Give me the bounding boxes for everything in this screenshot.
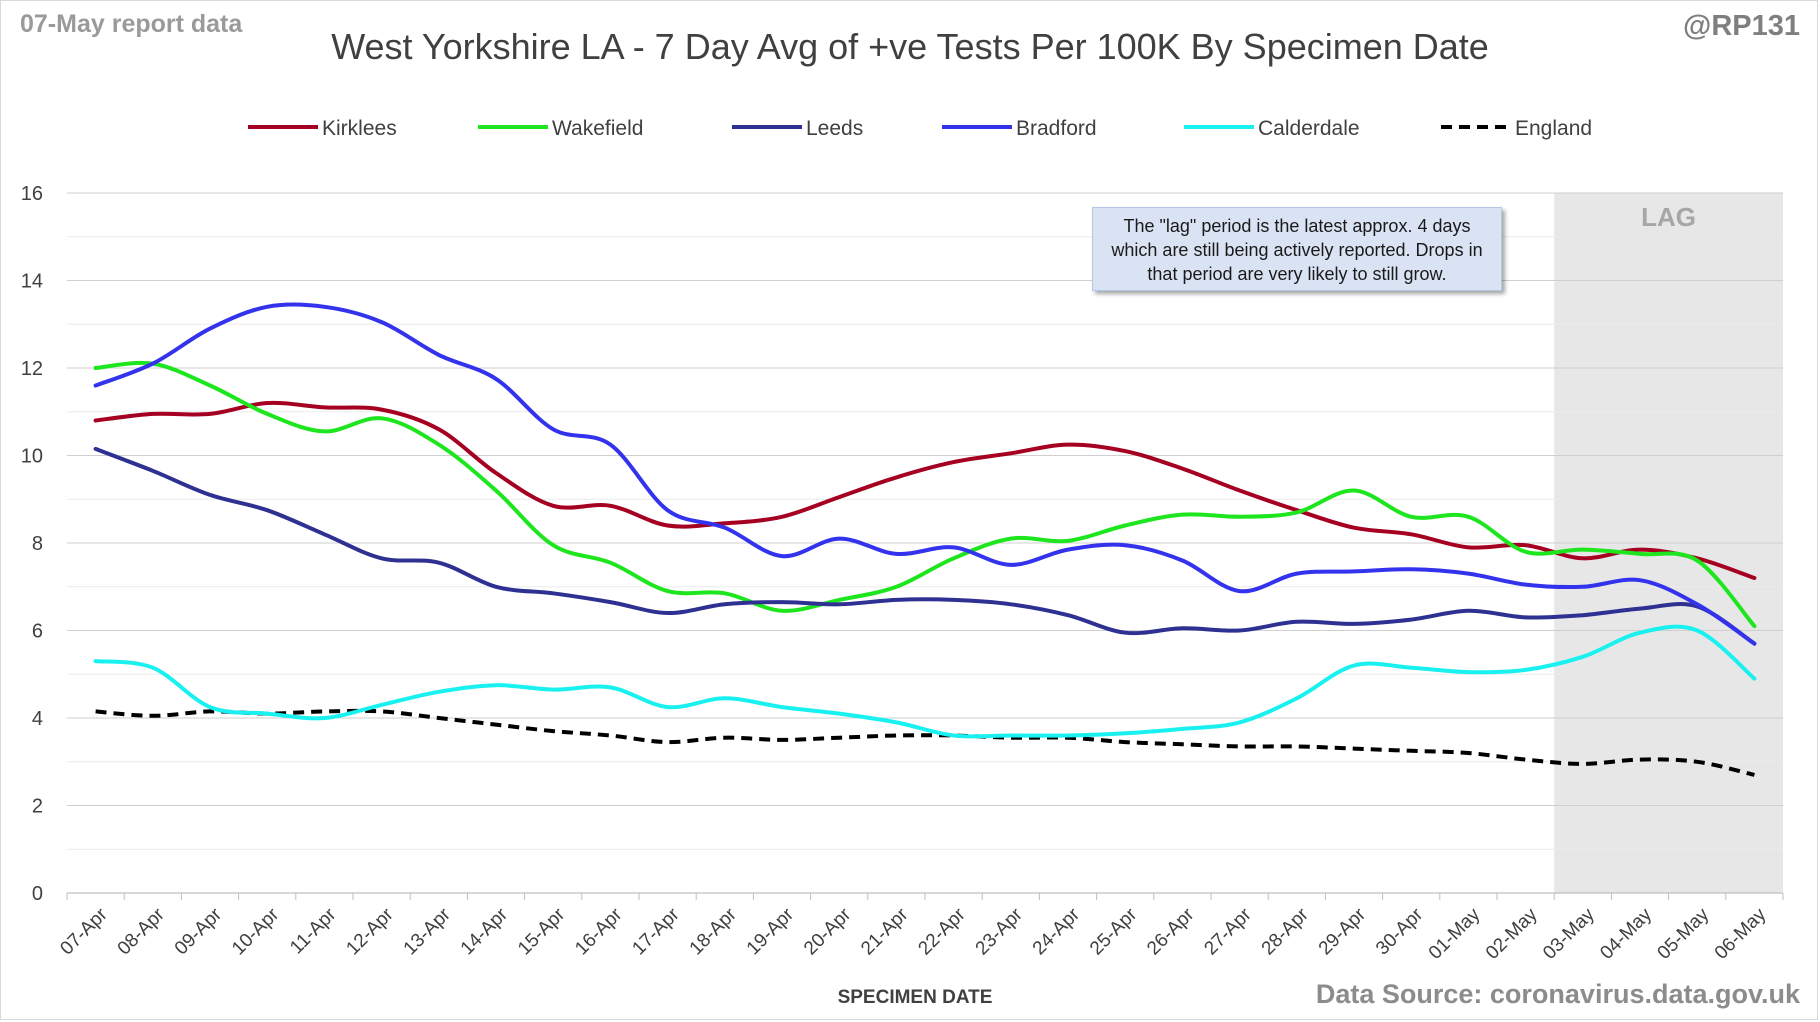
x-tick-label: 22-Apr xyxy=(914,904,970,960)
x-tick-label: 14-Apr xyxy=(457,904,513,960)
y-tick-label: 8 xyxy=(32,533,43,555)
x-tick-label: 09-Apr xyxy=(171,904,227,960)
y-tick-label: 14 xyxy=(21,271,43,293)
x-tick-label: 27-Apr xyxy=(1200,904,1256,960)
x-tick-label: 08-Apr xyxy=(114,904,170,960)
y-tick-label: 16 xyxy=(21,183,43,205)
x-tick-label: 18-Apr xyxy=(686,904,742,960)
x-tick-label: 30-Apr xyxy=(1372,904,1428,960)
x-tick-label: 07-Apr xyxy=(56,904,112,960)
x-tick-label: 23-Apr xyxy=(972,904,1028,960)
legend-label-wakefield: Wakefield xyxy=(552,117,643,140)
author-handle: @RP131 xyxy=(1683,10,1800,42)
series-line-calderdale xyxy=(93,624,1757,739)
series-line-england xyxy=(95,708,1755,777)
series-line-kirklees xyxy=(93,400,1757,580)
lag-label: LAG xyxy=(1641,202,1696,232)
x-tick-label: 17-Apr xyxy=(628,904,684,960)
y-tick-label: 6 xyxy=(32,621,43,643)
x-tick-label: 28-Apr xyxy=(1258,904,1314,960)
x-tick-label: 16-Apr xyxy=(571,904,627,960)
x-tick-label: 06-May xyxy=(1711,904,1771,964)
y-tick-label: 4 xyxy=(32,708,43,730)
x-tick-label: 24-Apr xyxy=(1029,904,1085,960)
x-tick-label: 20-Apr xyxy=(800,904,856,960)
legend-label-calderdale: Calderdale xyxy=(1258,117,1360,140)
legend-label-leeds: Leeds xyxy=(806,117,863,140)
report-date-label: 07-May report data xyxy=(20,10,243,38)
x-tick-label: 03-May xyxy=(1539,904,1599,964)
x-tick-label: 05-May xyxy=(1654,904,1714,964)
x-tick-label: 04-May xyxy=(1596,904,1656,964)
x-tick-label: 01-May xyxy=(1425,904,1485,964)
data-source-label: Data Source: coronavirus.data.gov.uk xyxy=(1315,979,1800,1009)
y-tick-label: 2 xyxy=(32,796,43,818)
series-line-wakefield xyxy=(93,360,1757,629)
chart-title: West Yorkshire LA - 7 Day Avg of +ve Tes… xyxy=(331,26,1489,67)
x-tick-label: 10-Apr xyxy=(228,904,284,960)
x-tick-label: 12-Apr xyxy=(342,904,398,960)
x-tick-label: 25-Apr xyxy=(1086,904,1142,960)
x-tick-label: 29-Apr xyxy=(1315,904,1371,960)
x-tick-label: 02-May xyxy=(1482,904,1542,964)
x-tick-label: 21-Apr xyxy=(857,904,913,960)
series-line-leeds xyxy=(93,446,1757,646)
y-tick-label: 0 xyxy=(32,883,43,905)
x-tick-label: 15-Apr xyxy=(514,904,570,960)
x-tick-label: 19-Apr xyxy=(743,904,799,960)
x-tick-label: 13-Apr xyxy=(400,904,456,960)
x-tick-label: 11-Apr xyxy=(286,904,341,959)
y-tick-label: 12 xyxy=(21,358,43,380)
y-tick-label: 10 xyxy=(21,446,43,468)
legend-label-bradford: Bradford xyxy=(1016,117,1097,140)
x-tick-label: 26-Apr xyxy=(1143,904,1199,960)
legend-label-kirklees: Kirklees xyxy=(322,117,397,140)
x-axis-title: SPECIMEN DATE xyxy=(838,987,993,1008)
lag-note: The "lag" period is the latest approx. 4… xyxy=(1092,207,1502,291)
legend-label-england: England xyxy=(1515,117,1592,140)
series-line-bradford xyxy=(93,302,1757,646)
